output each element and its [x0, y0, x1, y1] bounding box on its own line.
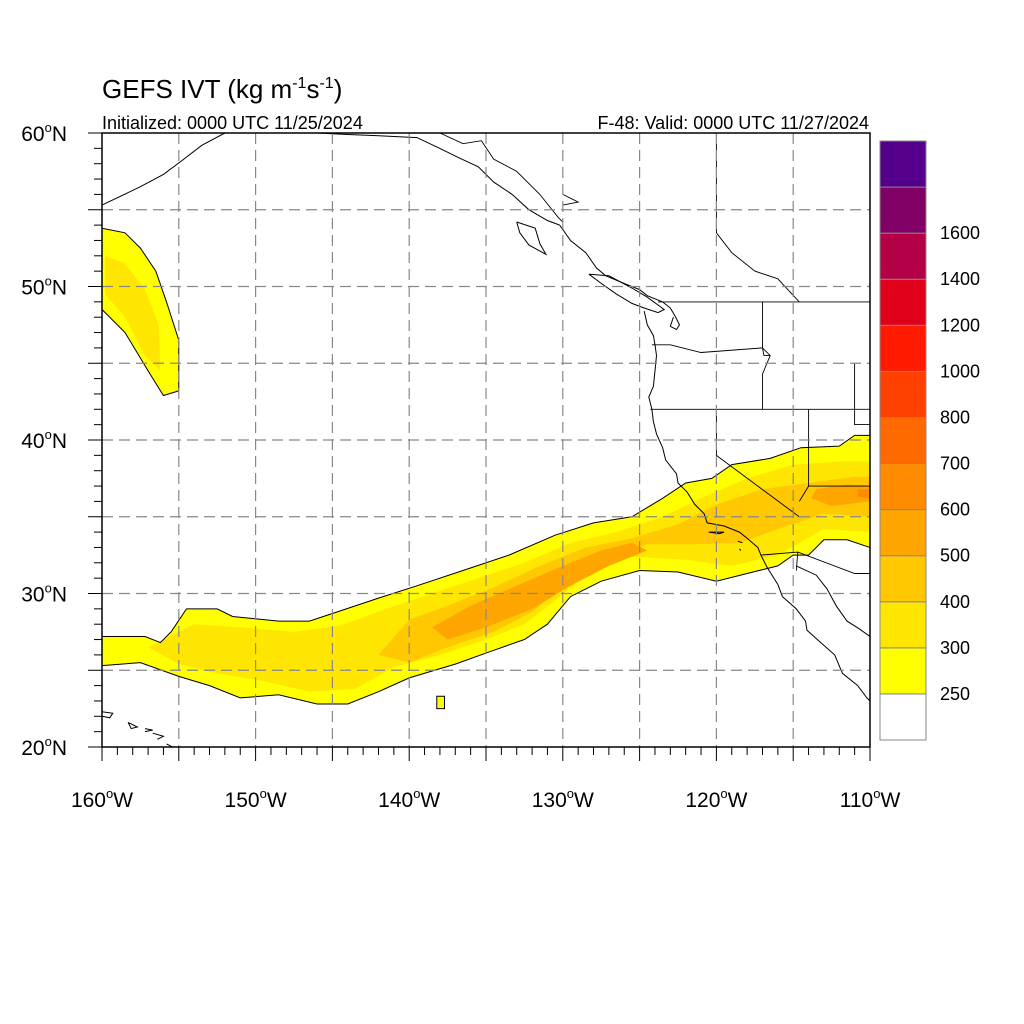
coastline-14 — [737, 540, 743, 544]
colorbar-label-1200: 1200 — [940, 315, 980, 335]
boundary-5 — [762, 301, 771, 410]
minor-ticks-layer — [88, 132, 871, 761]
colorbar-box-11 — [879, 186, 927, 234]
coastline-9 — [127, 721, 139, 730]
coastline-7 — [669, 307, 681, 331]
colorbar-label-600: 600 — [940, 500, 970, 520]
colorbar-box-7 — [879, 370, 927, 418]
colorbar-box-10 — [879, 232, 927, 280]
ivt-region-7 — [857, 489, 870, 499]
boundary-0 — [439, 133, 564, 223]
lon-label-120: 120oW — [685, 786, 747, 812]
coastline-3 — [588, 273, 666, 314]
ivt-region-1 — [105, 255, 161, 371]
colorbar-box-4 — [879, 509, 927, 557]
political-boundary-layer — [439, 133, 870, 574]
colorbar-label-1400: 1400 — [940, 269, 980, 289]
valid-time-label: F-48: Valid: 0000 UTC 11/27/2024 — [598, 113, 870, 133]
coastline-6 — [796, 565, 870, 637]
ivt-region-6 — [811, 484, 870, 506]
coastline-5 — [643, 310, 870, 702]
lat-label-40: 40oN — [21, 427, 67, 453]
lon-label-160: 160oW — [71, 786, 133, 812]
graticule-layer — [102, 133, 870, 747]
colorbar-label-1600: 1600 — [940, 223, 980, 243]
colorbar-label-800: 800 — [940, 407, 970, 427]
colorbar-label-700: 700 — [940, 454, 970, 474]
colorbar-box-3 — [879, 555, 927, 603]
coastline-1 — [316, 133, 560, 226]
boundary-12 — [562, 193, 580, 206]
ivt-contour-0 — [102, 227, 180, 397]
colorbar-box-9 — [879, 278, 927, 326]
lat-label-30: 30oN — [21, 581, 67, 607]
colorbar-box-0 — [879, 693, 927, 741]
colorbar-label-250: 250 — [940, 684, 970, 704]
coastline-15 — [739, 548, 742, 551]
map-title: GEFS IVT (kg m-1s-1) — [102, 74, 342, 104]
colorbar-label-300: 300 — [940, 638, 970, 658]
ivt-contour-2 — [102, 434, 870, 705]
colorbar-box-8 — [879, 324, 927, 372]
initialized-label: Initialized: 0000 UTC 11/25/2024 — [102, 113, 363, 133]
lon-label-140: 140oW — [378, 786, 440, 812]
coastline-10 — [144, 728, 153, 733]
boundary-10 — [795, 552, 799, 571]
colorbar-box-5 — [879, 463, 927, 511]
coastline-8 — [102, 711, 114, 719]
lat-label-50: 50oN — [21, 274, 67, 300]
boundary-8 — [854, 363, 870, 426]
ivt-contour-8 — [436, 695, 445, 710]
colorbar-box-6 — [879, 416, 927, 465]
map-frame — [101, 132, 871, 748]
colorbar-box-1 — [879, 647, 927, 695]
colorbar-box-2 — [879, 601, 927, 649]
colorbar-label-400: 400 — [940, 592, 970, 612]
coastline-11 — [152, 732, 165, 740]
colorbar-box-12 — [879, 140, 927, 188]
coastline-layer — [102, 133, 870, 747]
coastline-0 — [102, 133, 226, 206]
coastline-4 — [516, 221, 548, 256]
colorbar-label-500: 500 — [940, 546, 970, 566]
lon-label-150: 150oW — [225, 786, 287, 812]
boundary-2 — [651, 344, 771, 357]
ivt-colorbar: 250 300 400 500 600 700 800 1000 1200 1400 1600 — [879, 140, 980, 741]
lat-label-20: 20oN — [21, 734, 67, 760]
lon-label-130: 130oW — [532, 786, 594, 812]
boundary-11 — [715, 133, 800, 303]
colorbar-label-1000: 1000 — [940, 361, 980, 381]
lat-label-60: 60oN — [21, 120, 67, 146]
boundary-9 — [760, 551, 870, 574]
lon-label-110: 110oW — [840, 786, 901, 812]
ivt-region-8 — [436, 696, 445, 709]
